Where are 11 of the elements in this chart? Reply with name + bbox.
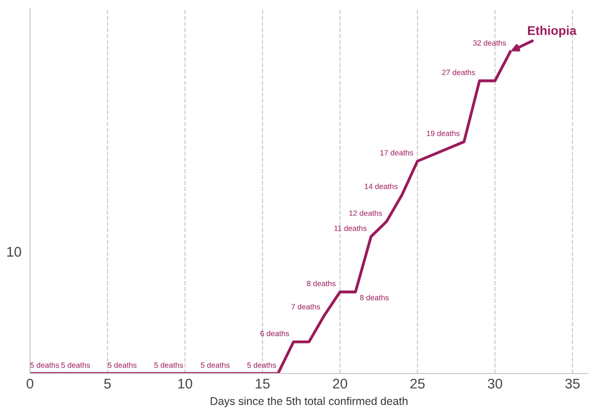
text: 10 xyxy=(7,246,22,257)
x-tick-label: 10 xyxy=(178,378,192,389)
x-tick-label: 15 xyxy=(256,378,270,389)
x-tick-label: 30 xyxy=(488,378,502,389)
x-axis-title: Days since the 5th total confirmed death xyxy=(210,396,408,408)
x-tick-label: 25 xyxy=(410,378,425,389)
x-tick-label: 20 xyxy=(332,378,348,389)
series-label: Ethiopia xyxy=(528,26,577,38)
x-tick-label: 0 xyxy=(26,378,34,389)
x-tick-label: 5 xyxy=(104,378,111,389)
x-tick-label: 35 xyxy=(565,378,580,389)
